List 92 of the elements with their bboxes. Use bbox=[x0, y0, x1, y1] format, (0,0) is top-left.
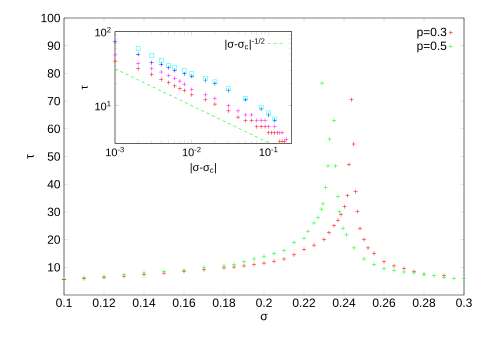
point bbox=[340, 226, 346, 230]
point bbox=[302, 236, 306, 240]
point bbox=[362, 237, 366, 242]
x-tick-label: 0.16 bbox=[172, 298, 196, 307]
x-tick-label: 0.18 bbox=[212, 298, 236, 307]
point bbox=[306, 229, 310, 234]
point bbox=[336, 218, 340, 222]
y-tick-label: 50 bbox=[48, 152, 60, 161]
y-tick-label: 70 bbox=[48, 96, 60, 106]
legend-label: |σ-σ$_{c}$|$^{-1/2}$ bbox=[225, 38, 264, 50]
x-tick-label: 0.26 bbox=[372, 298, 396, 307]
y-tick-label: 60 bbox=[48, 124, 60, 134]
x-tick-label: 0.22 bbox=[292, 298, 316, 307]
point bbox=[346, 162, 352, 167]
legend-label: p=0.5 bbox=[417, 42, 446, 52]
point bbox=[351, 142, 356, 146]
x-tick-label: 0.1 bbox=[56, 298, 72, 307]
point bbox=[362, 256, 366, 262]
point bbox=[344, 232, 349, 238]
y-tick-label: 30 bbox=[48, 208, 60, 216]
x-tick-label: 10$^{-3}$ bbox=[106, 146, 124, 156]
point bbox=[272, 251, 276, 256]
x-tick-label: 10$^{-1}$ bbox=[260, 146, 278, 156]
x-axis-title: σ bbox=[260, 314, 268, 320]
point bbox=[252, 262, 256, 267]
point bbox=[353, 189, 358, 194]
y-tick-label: 100 bbox=[41, 14, 60, 22]
x-tick-label: 0.2 bbox=[256, 298, 272, 307]
point bbox=[402, 266, 406, 271]
y-axis-title: τ bbox=[82, 85, 88, 90]
point bbox=[272, 258, 276, 264]
point bbox=[332, 118, 336, 123]
point bbox=[452, 276, 456, 281]
point bbox=[320, 202, 326, 206]
x-tick-label: 0.28 bbox=[412, 298, 436, 307]
point bbox=[432, 273, 436, 278]
point bbox=[345, 193, 350, 198]
y-tick-label: 80 bbox=[48, 69, 60, 78]
point bbox=[312, 220, 316, 226]
point bbox=[292, 240, 296, 245]
point bbox=[392, 268, 396, 273]
point bbox=[320, 80, 324, 86]
point bbox=[372, 262, 376, 267]
x-tick-label: 0.12 bbox=[92, 298, 116, 307]
legend-label: p=0.3 bbox=[417, 28, 446, 39]
point bbox=[342, 204, 347, 209]
x-tick-label: 0.14 bbox=[132, 298, 156, 307]
point bbox=[327, 136, 332, 142]
point bbox=[282, 256, 286, 262]
point bbox=[366, 246, 370, 250]
point bbox=[337, 209, 342, 214]
point bbox=[319, 206, 324, 212]
point bbox=[332, 224, 336, 228]
point bbox=[262, 260, 266, 266]
y-tick-label: 10$^{2}$ bbox=[95, 26, 111, 36]
point bbox=[382, 260, 386, 264]
y-axis-title: τ bbox=[27, 154, 34, 159]
point bbox=[392, 264, 396, 268]
point bbox=[352, 246, 356, 250]
point bbox=[355, 209, 360, 214]
point bbox=[322, 237, 326, 242]
point bbox=[312, 242, 316, 248]
point bbox=[372, 251, 376, 256]
x-tick-label: 0.3 bbox=[456, 298, 472, 307]
x-axis-title: |σ-σ$_{c}$| bbox=[190, 163, 216, 174]
point bbox=[232, 262, 236, 267]
point bbox=[282, 248, 286, 253]
point bbox=[382, 266, 386, 271]
point bbox=[462, 276, 466, 281]
x-tick-label: 10$^{-2}$ bbox=[182, 146, 201, 156]
point bbox=[252, 256, 256, 262]
point bbox=[358, 226, 362, 231]
point bbox=[242, 260, 246, 264]
point bbox=[316, 215, 320, 220]
point bbox=[336, 194, 340, 199]
point bbox=[202, 265, 206, 270]
point bbox=[326, 230, 332, 235]
point bbox=[242, 264, 246, 268]
point bbox=[326, 164, 330, 168]
y-tick-label: 20 bbox=[48, 235, 60, 244]
y-tick-label: 10 bbox=[48, 263, 60, 272]
point bbox=[402, 270, 406, 274]
point bbox=[302, 247, 306, 252]
point bbox=[262, 254, 266, 258]
point bbox=[349, 97, 354, 102]
y-tick-label: 40 bbox=[47, 180, 60, 188]
y-tick-label: 10$^{1}$ bbox=[95, 100, 111, 110]
x-tick-label: 0.24 bbox=[332, 298, 356, 307]
y-tick-label: 90 bbox=[48, 41, 60, 50]
point bbox=[333, 164, 338, 168]
point bbox=[292, 252, 296, 258]
point bbox=[338, 212, 344, 217]
